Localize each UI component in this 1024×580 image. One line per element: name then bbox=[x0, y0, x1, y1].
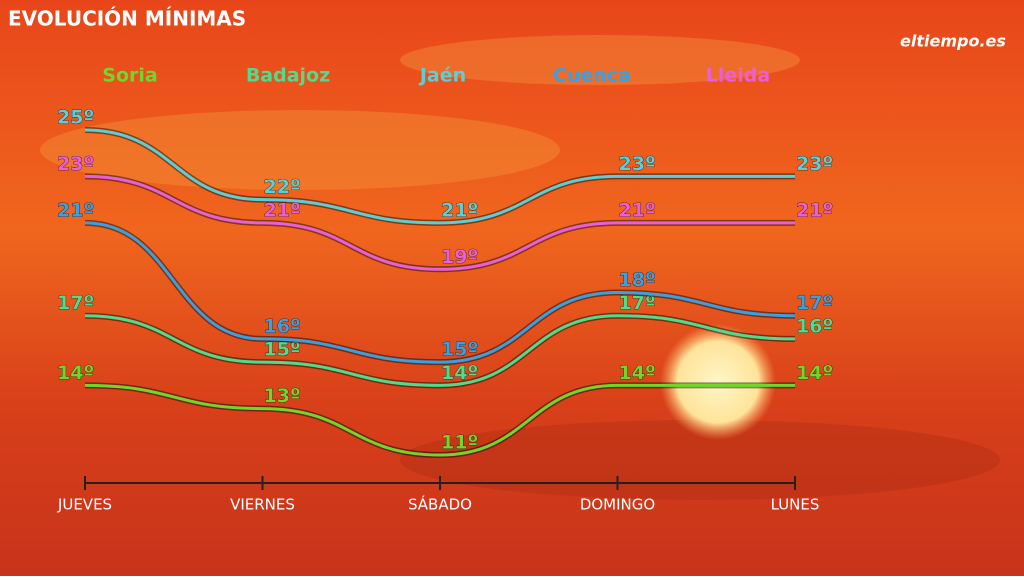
series-line bbox=[84, 314, 796, 387]
value-label: 21º bbox=[796, 199, 833, 221]
cloud bbox=[400, 420, 1000, 500]
value-label: 16º bbox=[796, 315, 833, 337]
x-tick-label: LUNES bbox=[771, 496, 820, 514]
value-label: 14º bbox=[441, 362, 478, 384]
value-label: 23º bbox=[57, 153, 94, 175]
sun bbox=[660, 324, 776, 440]
cloud bbox=[400, 35, 800, 85]
value-label: 25º bbox=[57, 107, 94, 129]
legend-entry: Jaén bbox=[418, 65, 466, 87]
series-line bbox=[84, 221, 796, 364]
value-label: 22º bbox=[264, 176, 301, 198]
x-tick-label: DOMINGO bbox=[580, 496, 655, 514]
value-label: 21º bbox=[57, 199, 94, 221]
title: EVOLUCIÓN MÍNIMAS bbox=[8, 7, 246, 31]
legend-entry: Cuenca bbox=[553, 65, 631, 87]
value-label: 21º bbox=[619, 199, 656, 221]
legend-entry: Badajoz bbox=[246, 65, 330, 87]
series-line bbox=[84, 128, 795, 225]
legend-entry: Soria bbox=[102, 65, 157, 87]
value-label: 11º bbox=[441, 432, 478, 454]
value-label: 21º bbox=[441, 199, 478, 221]
plot: JUEVES VIERNES SÁBADO DOMINGO LUNESSoria14º1… bbox=[57, 65, 834, 514]
cloud bbox=[40, 110, 560, 190]
value-label: 13º bbox=[264, 385, 301, 407]
value-label: 14º bbox=[619, 362, 656, 384]
value-label: 21º bbox=[264, 199, 301, 221]
x-tick-label: JUEVES bbox=[57, 496, 112, 514]
value-label: 18º bbox=[619, 269, 656, 291]
legend-entry: Lleida bbox=[706, 65, 770, 87]
value-label: 17º bbox=[57, 292, 94, 314]
value-label: 17º bbox=[796, 292, 833, 314]
logo: eltiempo.es bbox=[900, 32, 1006, 51]
value-label: 23º bbox=[796, 153, 833, 175]
x-tick-label: VIERNES bbox=[230, 496, 295, 514]
series-line bbox=[84, 174, 795, 271]
value-label: 23º bbox=[619, 153, 656, 175]
value-label: 19º bbox=[441, 246, 478, 268]
value-label: 15º bbox=[441, 339, 478, 361]
x-tick-label: SÁBADO bbox=[408, 495, 472, 514]
value-label: 17º bbox=[619, 292, 656, 314]
value-label: 16º bbox=[264, 315, 301, 337]
value-label: 14º bbox=[796, 362, 833, 384]
value-label: 15º bbox=[264, 339, 301, 361]
value-label: 14º bbox=[57, 362, 94, 384]
series-line bbox=[84, 383, 795, 457]
